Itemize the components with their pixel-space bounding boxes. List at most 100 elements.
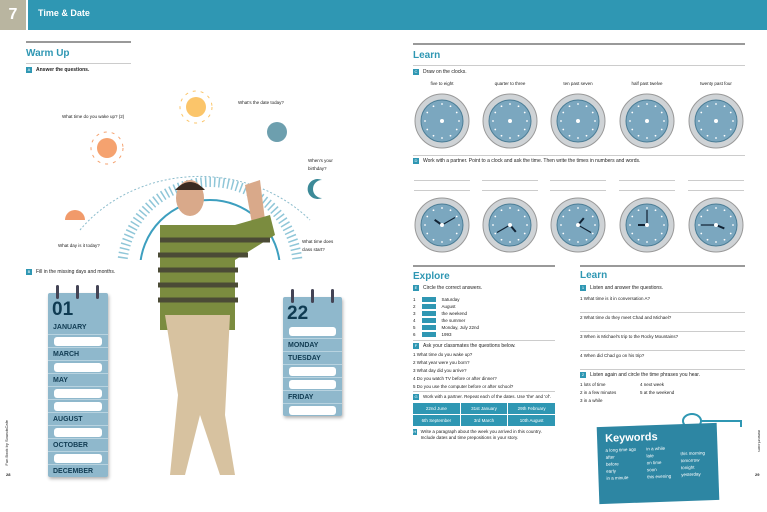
- question-item: 4 Do you watch TV before or after dinner…: [413, 376, 497, 381]
- task-d: D Work with a partner. Point to a clock a…: [413, 158, 640, 164]
- answer-line[interactable]: [414, 180, 470, 181]
- clock-face[interactable]: [619, 93, 675, 149]
- month-label: DECEMBER: [48, 464, 108, 477]
- task-text: Work with a partner. Repeat each of the …: [423, 394, 551, 399]
- answer-text: 1993: [441, 332, 452, 337]
- clock-face[interactable]: [414, 197, 470, 253]
- clock-label: twenty past four: [700, 81, 732, 86]
- answer-line[interactable]: [482, 180, 538, 181]
- clock-face[interactable]: [619, 197, 675, 253]
- task-letter: C: [413, 69, 419, 75]
- page-number: 28: [6, 472, 11, 477]
- preposition-options[interactable]: [421, 297, 436, 302]
- task-c: C Draw on the clocks.: [413, 69, 467, 75]
- phrase: 1 lots of time: [580, 382, 606, 387]
- phrase: 2 in a few minutes: [580, 390, 617, 395]
- preposition-options[interactable]: [421, 311, 436, 316]
- task-letter: D: [413, 158, 419, 164]
- keywords-box: Keywords a long time ago after before early…: [596, 422, 720, 505]
- phrase: 4 next week: [640, 382, 665, 387]
- months-calendar: 01 JANUARY MARCH MAY AUGUST OCTOBER DECE…: [48, 285, 108, 477]
- month-blank[interactable]: [48, 425, 108, 438]
- clock-face[interactable]: [482, 197, 538, 253]
- month-blank[interactable]: [48, 360, 108, 373]
- answer-item[interactable]: 4 the summer: [413, 317, 555, 324]
- dusk-icon: [267, 122, 287, 142]
- listening-question: 1 What time is it in conversation A?: [580, 295, 745, 313]
- date-cell: 31st January: [460, 403, 508, 414]
- chapter-title: Time & Date: [38, 8, 90, 18]
- sun-icon: [90, 131, 124, 165]
- answer-line[interactable]: [619, 180, 675, 181]
- divider: [413, 43, 745, 45]
- answer-line[interactable]: [619, 190, 675, 191]
- clock-label: ten past seven: [563, 81, 593, 86]
- day-blank[interactable]: [283, 403, 342, 416]
- answer-line[interactable]: [688, 190, 744, 191]
- answer-text: August: [441, 304, 456, 309]
- task-text: Write a paragraph about the week you arr…: [420, 429, 542, 440]
- date-cell: 29th February: [508, 403, 555, 414]
- question-item: 1 What time do you wake up?: [413, 352, 473, 357]
- clock-face[interactable]: [482, 93, 538, 149]
- item-number: 4: [413, 318, 416, 323]
- phrase: 3 in a while: [580, 398, 603, 403]
- preposition-options[interactable]: [421, 318, 436, 323]
- month-label: MARCH: [48, 347, 108, 360]
- chapter-header-bar: [28, 0, 767, 30]
- answer-text: Monday, July 22nd: [441, 325, 479, 330]
- day-blank[interactable]: [283, 364, 342, 377]
- day-blank[interactable]: [283, 325, 342, 338]
- page-number: 29: [755, 472, 760, 477]
- answer-item[interactable]: 2 August: [413, 303, 555, 310]
- day-blank[interactable]: [283, 377, 342, 390]
- answer-line[interactable]: [414, 190, 470, 191]
- answer-line[interactable]: [550, 180, 606, 181]
- day-label: TUESDAY: [283, 351, 342, 364]
- divider: [413, 265, 555, 267]
- task-letter: G: [413, 394, 419, 400]
- month-blank[interactable]: [48, 399, 108, 412]
- preposition-options[interactable]: [421, 332, 436, 337]
- clock-face[interactable]: [550, 197, 606, 253]
- date-cell: 3rd March: [460, 415, 508, 426]
- question-item: 3 What day did you arrive?: [413, 368, 467, 373]
- answer-item[interactable]: 5 Monday, July 22nd: [413, 324, 555, 331]
- preposition-options[interactable]: [421, 304, 436, 309]
- month-blank[interactable]: [48, 451, 108, 464]
- side-credit: Fun Book by SoundsCafe: [4, 420, 9, 466]
- task-letter: F: [413, 343, 419, 349]
- keyword: yesterday: [681, 471, 701, 478]
- answer-item[interactable]: 6 1993: [413, 331, 555, 338]
- calendar-day: 01: [52, 299, 74, 320]
- task-2: 2 Listen again and circle the time phrase…: [580, 372, 745, 378]
- answer-text: the summer: [441, 318, 466, 323]
- clock-face[interactable]: [688, 197, 744, 253]
- clock-face[interactable]: [550, 93, 606, 149]
- clock-face[interactable]: [688, 93, 744, 149]
- learn-listening-section: 1 Listen and answer the questions. 1 What…: [580, 285, 745, 405]
- month-blank[interactable]: [48, 334, 108, 347]
- answer-line[interactable]: [688, 180, 744, 181]
- task-a: A Answer the questions.: [26, 67, 89, 73]
- day-label: MONDAY: [283, 338, 342, 351]
- month-label: JANUARY: [53, 324, 87, 331]
- month-blank[interactable]: [48, 386, 108, 399]
- rising-sun-icon: [65, 210, 85, 220]
- keyword: this evening: [647, 473, 672, 480]
- task-letter: E: [413, 285, 419, 291]
- answer-item[interactable]: 3 the weekend: [413, 310, 555, 317]
- divider: [413, 155, 745, 156]
- divider: [26, 63, 131, 64]
- answer-item[interactable]: 1 Saturday: [413, 296, 555, 303]
- task-text: Fill in the missing days and months.: [36, 269, 116, 275]
- answer-line[interactable]: [482, 190, 538, 191]
- date-cell: 22nd June: [413, 403, 460, 414]
- noon-sun-icon: [179, 90, 213, 124]
- preposition-options[interactable]: [421, 325, 436, 330]
- divider: [26, 41, 131, 43]
- clock-face[interactable]: [414, 93, 470, 149]
- day-cycle-illustration: [65, 90, 322, 260]
- month-label: MAY: [48, 373, 108, 386]
- answer-line[interactable]: [550, 190, 606, 191]
